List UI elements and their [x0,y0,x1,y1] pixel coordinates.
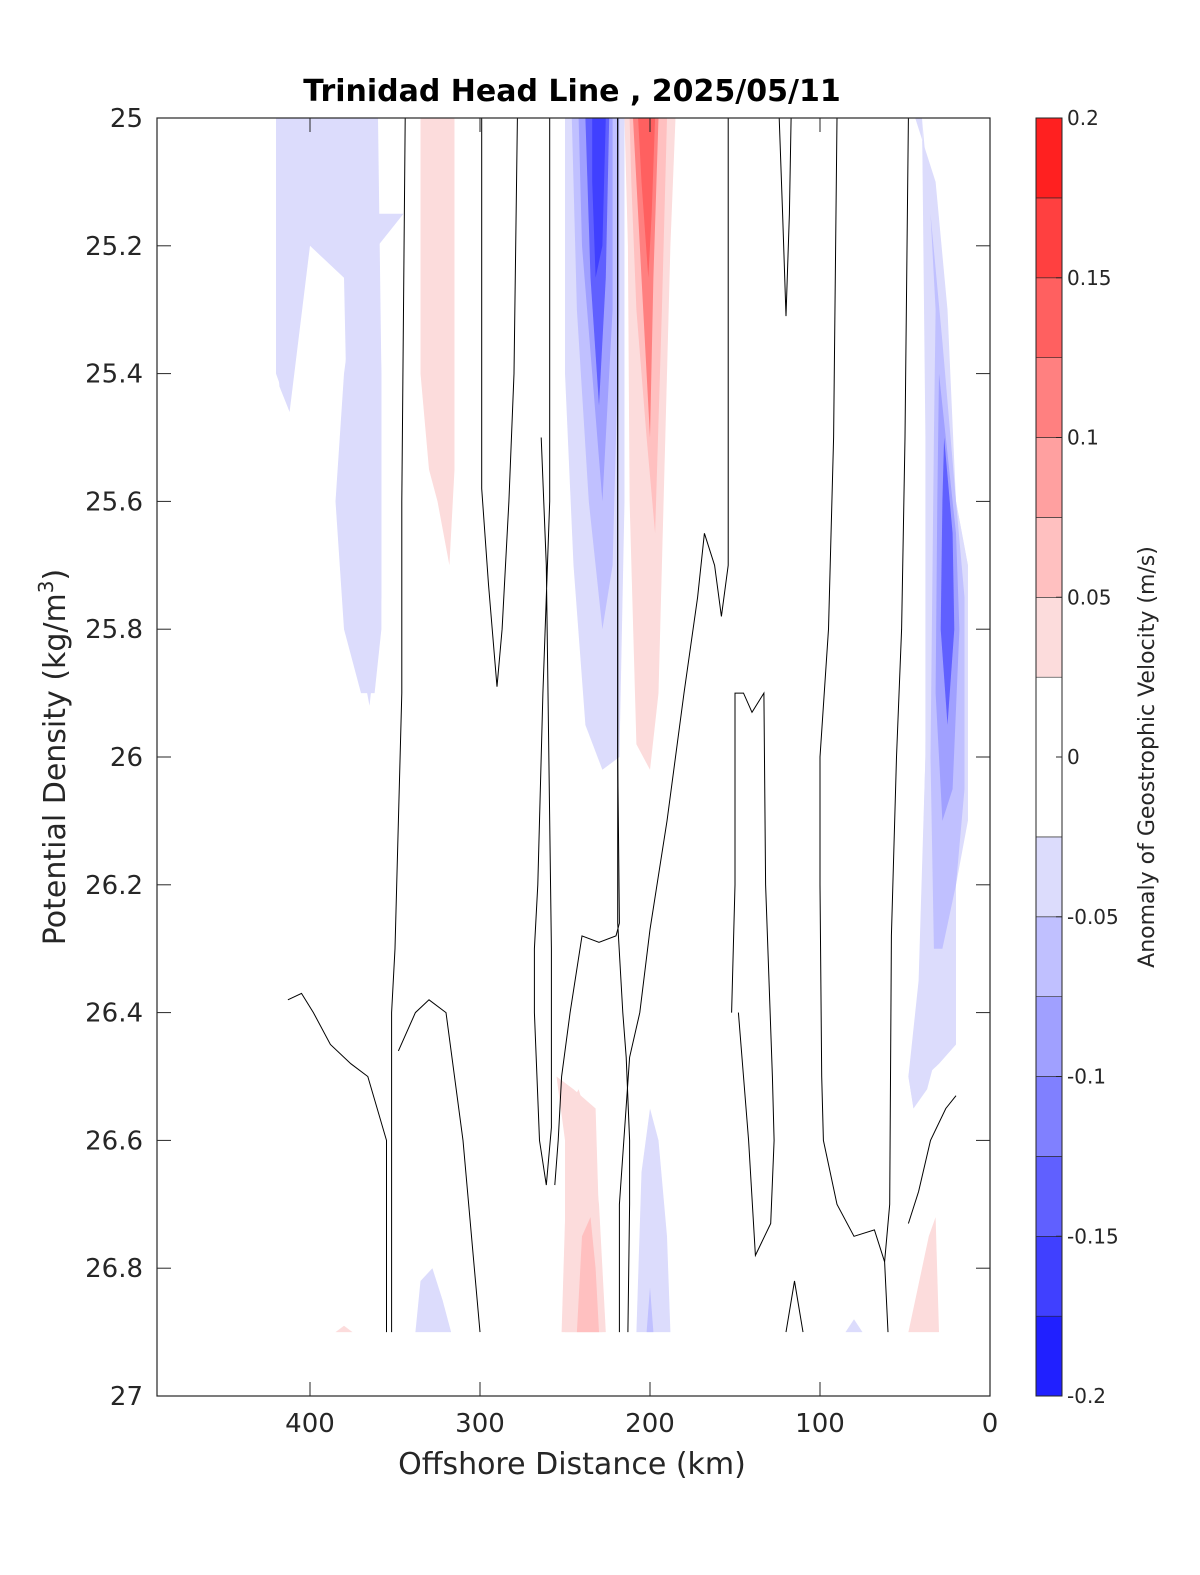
contour-region-16 [940,437,955,725]
filled-contours [276,118,968,1333]
colorbar-segment [1035,916,1063,997]
contour-line-11 [397,999,481,1333]
colorbar-tick-label: -0.05 [1067,905,1119,929]
contour-region-2 [420,118,455,566]
x-tick-label: 400 [285,1409,335,1439]
colorbar-tick-label: 0.2 [1067,106,1099,130]
colorbar-segment [1035,596,1063,678]
x-axis: 400 300 200 100 0 [285,118,998,1439]
colorbar-segment [1035,996,1063,1077]
contour-line-8 [884,118,909,1333]
contour-region-25 [845,1319,863,1333]
contour-region-20 [636,1108,671,1333]
chart-title: Trinidad Head Line , 2025/05/11 [303,74,840,109]
colorbar-label: Anomaly of Geostrophic Velocity (m/s) [1135,546,1160,968]
colorbar-tick-label: -0.15 [1067,1224,1119,1248]
colorbar-segment [1035,517,1063,598]
zero-contour-lines [287,118,957,1333]
y-tick-label: 25.6 [85,487,143,517]
contour-region-11 [638,118,656,278]
contour-region-24 [335,1325,353,1333]
y-axis: 25 25.2 25.4 25.6 25.8 26 26.2 26.4 26.6 26.8 27 [85,104,990,1412]
y-tick-label: 25.4 [85,360,143,390]
y-axis-label-sup: 3 [34,580,58,593]
colorbar-segment [1035,277,1063,358]
colorbar-segment [1035,117,1063,199]
contour-region-1 [276,118,382,706]
contour-line-0 [391,118,406,1333]
colorbar-tick-label: -0.1 [1067,1065,1106,1089]
x-tick-label: 0 [982,1409,999,1439]
contour-line-5 [618,118,729,1333]
contour-line-13 [907,1095,957,1224]
contour-line-6 [778,118,792,317]
colorbar-tick-label: 0.1 [1067,426,1099,450]
contour-region-23 [908,1217,939,1333]
x-axis-label: Offshore Distance (km) [398,1447,746,1482]
colorbar-segment [1035,1076,1063,1157]
contour-region-7 [592,118,606,278]
y-tick-label: 25 [110,104,143,134]
colorbar-tick-label: 0.15 [1067,266,1112,290]
colorbar-segment [1035,1315,1063,1397]
contour-line-7 [819,118,886,1262]
x-tick-label: 100 [795,1409,845,1439]
contour-line-2 [533,118,552,1186]
colorbar-segment [1035,437,1063,518]
x-tick-label: 200 [625,1409,675,1439]
y-tick-label: 26.4 [85,999,143,1029]
colorbar-segment [1035,836,1063,918]
y-tick-label: 27 [110,1382,143,1412]
colorbar-tick-label: 0 [1067,745,1080,769]
y-tick-label: 26 [110,743,143,773]
y-axis-label-main: Potential Density (kg/m [38,593,73,945]
contour-line-1 [481,118,518,687]
y-tick-label: 26.8 [85,1254,143,1284]
contour-line-9 [731,691,775,1258]
contour-line-4 [617,118,631,1333]
colorbar-tick-label: -0.2 [1067,1384,1106,1408]
colorbar: -0.2 -0.15 -0.1 -0.05 0 0.05 0.1 0.15 0.2 [1035,106,1119,1408]
contour-line-12 [785,1280,804,1333]
contour-line-10 [287,992,387,1333]
y-axis-label-close: ) [38,569,73,581]
contour-region-22 [415,1268,452,1333]
x-tick-label: 300 [455,1409,505,1439]
colorbar-segment [1035,357,1063,438]
colorbar-segment [1035,1156,1063,1237]
y-axis-label: Potential Density (kg/m3) [34,569,73,945]
y-tick-label: 25.2 [85,232,143,262]
contour-region-21 [646,1287,654,1333]
y-tick-label: 26.2 [85,871,143,901]
colorbar-segment [1035,1236,1063,1317]
y-tick-label: 26.6 [85,1126,143,1156]
colorbar-tick-label: 0.05 [1067,585,1112,609]
colorbar-segment [1035,197,1063,279]
contour-region-19 [576,1217,599,1333]
y-tick-label: 25.8 [85,615,143,645]
